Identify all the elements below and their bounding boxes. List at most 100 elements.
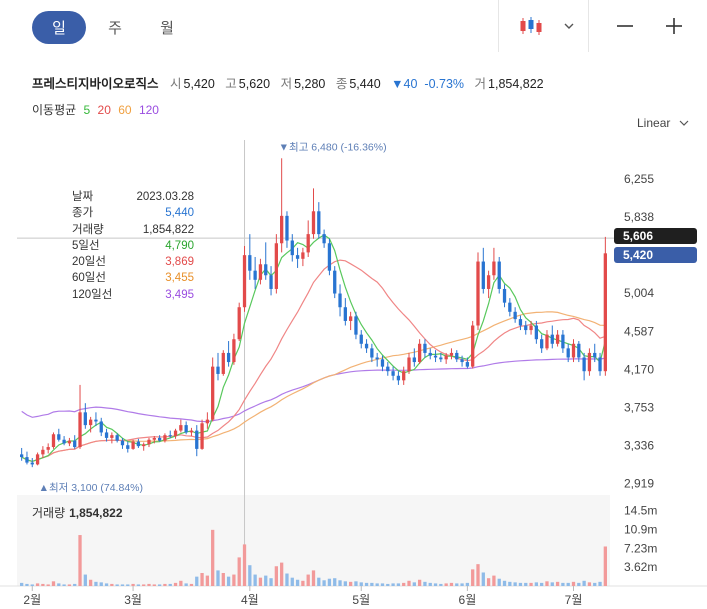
candle-body bbox=[195, 430, 199, 449]
high-value: 5,620 bbox=[238, 77, 271, 91]
candle-body bbox=[359, 334, 363, 344]
candle bbox=[508, 298, 512, 317]
volume-bar bbox=[179, 580, 183, 586]
candle-body bbox=[57, 434, 61, 440]
tooltip-row: 60일선 3,455 bbox=[72, 270, 194, 286]
candle bbox=[540, 334, 544, 353]
volume-bar bbox=[486, 578, 491, 586]
candle-body bbox=[120, 440, 125, 446]
candle-body bbox=[253, 270, 257, 280]
chart-type-dropdown[interactable] bbox=[560, 12, 578, 40]
candle bbox=[449, 348, 454, 360]
candle bbox=[423, 339, 427, 358]
candle-body bbox=[221, 352, 225, 374]
candle-body bbox=[237, 307, 241, 340]
volume-bar bbox=[232, 574, 236, 586]
candle-body bbox=[211, 366, 215, 420]
zoom-out-button[interactable] bbox=[612, 12, 638, 40]
volume-bar bbox=[104, 583, 109, 586]
candle bbox=[364, 339, 369, 353]
volume-bar bbox=[465, 582, 470, 586]
candle bbox=[163, 433, 167, 443]
candle-body bbox=[439, 357, 443, 360]
candle bbox=[502, 284, 507, 308]
candle bbox=[476, 252, 480, 331]
candle bbox=[492, 247, 496, 280]
candle-body bbox=[290, 240, 294, 256]
volume-bar bbox=[566, 582, 570, 586]
candle-body bbox=[529, 325, 533, 331]
candle bbox=[343, 298, 347, 326]
candle bbox=[555, 330, 560, 347]
chart-type-button[interactable] bbox=[514, 12, 548, 40]
candle-body bbox=[343, 307, 347, 321]
volume-bar bbox=[375, 583, 379, 586]
candle-body bbox=[131, 441, 135, 449]
candle bbox=[518, 315, 523, 331]
candle-body bbox=[471, 325, 475, 367]
volume-bar bbox=[163, 583, 167, 586]
ma-120-label: 120 bbox=[138, 103, 159, 117]
candle-body bbox=[444, 355, 448, 360]
candle bbox=[333, 266, 337, 299]
candle bbox=[211, 357, 215, 422]
candle bbox=[327, 238, 332, 276]
scale-label: Linear bbox=[637, 116, 671, 130]
candle-body bbox=[147, 439, 151, 445]
volume-bar bbox=[290, 577, 294, 586]
zoom-in-button[interactable] bbox=[661, 12, 687, 40]
volume-bar bbox=[205, 575, 210, 586]
scale-selector[interactable]: Linear bbox=[637, 116, 690, 130]
volume-bar bbox=[168, 583, 172, 586]
volume-bar bbox=[471, 569, 475, 586]
volume-bar bbox=[322, 580, 326, 586]
tab-day[interactable]: 일 bbox=[32, 11, 86, 44]
candle-body bbox=[534, 325, 539, 340]
candle-body bbox=[264, 264, 268, 276]
ma-120-line bbox=[21, 357, 606, 423]
tab-month[interactable]: 월 bbox=[160, 20, 174, 37]
plus-icon bbox=[666, 18, 682, 34]
low-annotation: ▲최저 3,100 (74.84%) bbox=[39, 482, 143, 494]
volume-bar bbox=[311, 570, 316, 586]
volume-bar bbox=[359, 582, 363, 586]
candle bbox=[317, 202, 321, 239]
close-value: 5,440 bbox=[349, 77, 381, 91]
candle-body bbox=[370, 348, 374, 358]
candle-body bbox=[603, 253, 607, 372]
volume-bar bbox=[508, 581, 512, 586]
volume-bar bbox=[380, 583, 385, 586]
volume-bar bbox=[407, 580, 411, 586]
candle-body bbox=[417, 343, 422, 363]
tooltip-row: 20일선 3,869 bbox=[72, 254, 194, 270]
volume-bar bbox=[417, 579, 422, 586]
candle-body bbox=[375, 357, 379, 360]
toolbar-divider bbox=[498, 0, 499, 52]
candle bbox=[301, 247, 305, 267]
data-tooltip: 날짜 2023.03.28 종가 5,440 거래량 1,854,822 5일선 4,790 2… bbox=[72, 189, 194, 303]
candle-body bbox=[41, 449, 45, 455]
volume-bar bbox=[88, 579, 93, 586]
candle-body bbox=[136, 441, 141, 447]
candle-body bbox=[62, 439, 66, 444]
volume-bar bbox=[402, 582, 406, 586]
tooltip-row: 거래량 1,854,822 bbox=[72, 222, 194, 238]
candle bbox=[136, 438, 141, 448]
tab-week[interactable]: 주 bbox=[108, 20, 122, 37]
volume-bar bbox=[147, 583, 151, 586]
candle-body bbox=[540, 339, 544, 349]
candle-body bbox=[455, 352, 459, 360]
candle bbox=[524, 320, 528, 335]
candle bbox=[104, 428, 109, 442]
volume-bar bbox=[226, 576, 231, 586]
low-label: 저 bbox=[280, 77, 293, 91]
candle bbox=[184, 421, 188, 435]
volume-bar bbox=[258, 577, 263, 586]
candle bbox=[35, 452, 40, 466]
candle bbox=[348, 311, 353, 331]
candle bbox=[73, 435, 77, 449]
candle-body bbox=[274, 243, 279, 289]
volume-bar bbox=[242, 544, 247, 586]
volume-bar bbox=[433, 583, 438, 586]
